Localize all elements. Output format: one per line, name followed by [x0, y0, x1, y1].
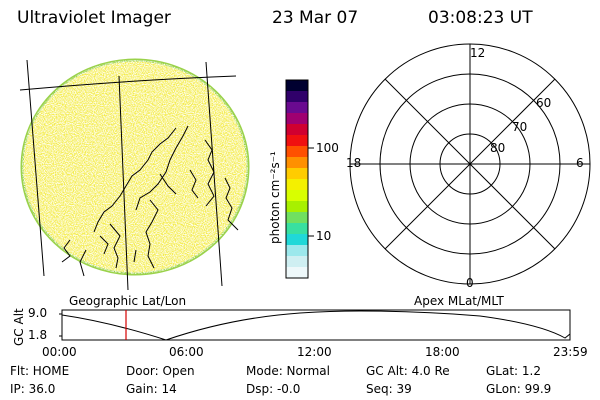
color-scale-bar [286, 80, 308, 279]
colorbar-segment [286, 190, 308, 202]
colorbar-segment [286, 212, 308, 224]
instrument-title: Ultraviolet Imager [17, 8, 171, 28]
lat-label-70: 70 [512, 120, 528, 134]
altitude-xtick-1800: 18:00 [425, 345, 460, 359]
info-dsp: Dsp: -0.0 [246, 382, 301, 396]
colorbar-tick-label-10: 10 [316, 229, 332, 243]
info-ip: IP: 36.0 [10, 382, 56, 396]
altitude-xtick-0600: 06:00 [169, 345, 204, 359]
altitude-xtick-2359: 23:59 [553, 345, 588, 359]
altitude-curve [61, 310, 571, 341]
colorbar-unit-label: photon cm⁻²s⁻¹ [268, 151, 282, 244]
coastlines [61, 125, 239, 277]
color-scale-frame [285, 79, 309, 279]
time-label: 03:08:23 UT [428, 8, 533, 28]
colorbar-segment [286, 245, 308, 257]
colorbar-segment [286, 234, 308, 246]
info-glat: GLat: 1.2 [486, 364, 541, 378]
info-seq: Seq: 39 [366, 382, 412, 396]
mlt-label-6: 6 [576, 156, 584, 170]
colorbar-segment [286, 223, 308, 235]
polar-grid [349, 43, 591, 285]
right-panel-label: Apex MLat/MLT [414, 294, 504, 308]
colorbar-segment [286, 124, 308, 136]
info-gcalt: GC Alt: 4.0 Re [366, 364, 450, 378]
mlt-label-18: 18 [346, 156, 362, 170]
colorbar-segment [286, 201, 308, 213]
altitude-xtick-1200: 12:00 [297, 345, 332, 359]
left-panel-label: Geographic Lat/Lon [69, 294, 187, 308]
colorbar-segment [286, 146, 308, 158]
colorbar-segment [286, 256, 308, 268]
uv-image-disk [20, 58, 250, 276]
colorbar-segment [286, 168, 308, 180]
info-mode: Mode: Normal [246, 364, 330, 378]
altitude-ylabel: GC Alt [12, 308, 26, 346]
geographic-grid [19, 59, 237, 291]
info-gain: Gain: 14 [126, 382, 177, 396]
date-label: 23 Mar 07 [272, 8, 359, 28]
mlt-label-12: 12 [470, 46, 486, 60]
lat-label-60: 60 [536, 96, 552, 110]
colorbar-segment [286, 179, 308, 191]
colorbar-segment [286, 102, 308, 114]
info-flt: Flt: HOME [10, 364, 70, 378]
colorbar-segment [286, 113, 308, 125]
lat-label-80: 80 [490, 141, 506, 155]
colorbar-segment [286, 267, 308, 279]
colorbar-segment [286, 91, 308, 103]
info-door: Door: Open [126, 364, 195, 378]
mlt-label-0: 0 [466, 276, 474, 290]
altitude-ytick-bottom: 1.8 [28, 328, 48, 342]
altitude-panel [59, 309, 571, 341]
colorbar-segment [286, 157, 308, 169]
altitude-xtick-0000: 00:00 [42, 345, 77, 359]
info-glon: GLon: 99.9 [486, 382, 552, 396]
altitude-ytick-top: 9.0 [28, 306, 48, 320]
colorbar-segment [286, 135, 308, 147]
colorbar-tick-label-100: 100 [316, 141, 339, 155]
colorbar-segment [286, 80, 308, 92]
